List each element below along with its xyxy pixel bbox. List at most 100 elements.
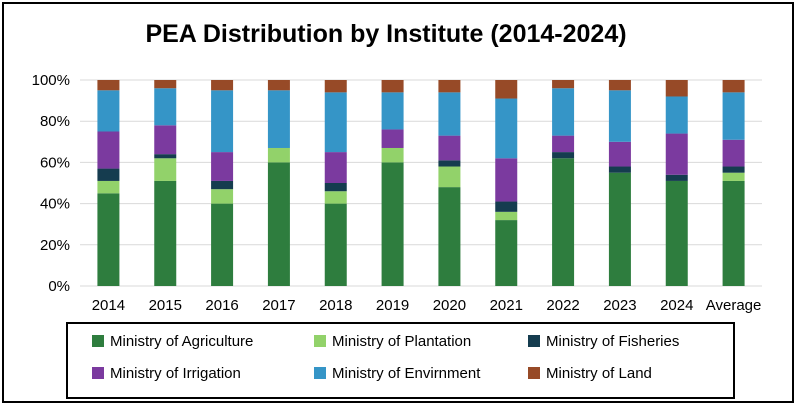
bars (97, 80, 745, 286)
x-tick-label: 2024 (660, 297, 693, 314)
bar-segment (495, 158, 518, 202)
x-tick-label: 2014 (92, 297, 125, 314)
bar-segment (438, 166, 461, 188)
bar-segment (324, 191, 347, 204)
bar-segment (438, 160, 461, 167)
bar-segment (97, 131, 120, 169)
bar-segment (665, 174, 688, 181)
gridlines (80, 79, 762, 287)
bar-segment (495, 220, 518, 286)
legend-label: Ministry of Plantation (332, 333, 471, 350)
x-tick-label: Average (706, 297, 762, 314)
bar-segment (97, 80, 120, 91)
bar-segment (211, 203, 234, 286)
bar-segment (722, 166, 745, 173)
bar-segment (381, 162, 404, 286)
bar-segment (552, 80, 575, 89)
bar-segment (438, 92, 461, 136)
x-tick-label: 2017 (262, 297, 295, 314)
bar-segment (324, 183, 347, 192)
legend-label: Ministry of Irrigation (110, 365, 241, 382)
bar-segment (665, 180, 688, 286)
bar-segment (665, 133, 688, 175)
x-axis-ticks: 2014 2015 2016 2017 2018 2019 2020 2021 2022 2023… (92, 297, 762, 314)
bar-segment (552, 158, 575, 286)
bar-segment (722, 172, 745, 181)
bar-segment (438, 135, 461, 161)
bar-segment (608, 172, 631, 286)
bar-segment (211, 152, 234, 181)
bar-segment (97, 180, 120, 194)
x-tick-label: 2018 (319, 297, 352, 314)
bar-segment (381, 129, 404, 148)
y-tick-label: 80% (40, 113, 70, 130)
bar-segment (97, 90, 120, 132)
bar-segment (665, 96, 688, 134)
bar-segment (324, 92, 347, 153)
bar-segment (381, 80, 404, 93)
bar-segment (154, 158, 177, 181)
bar-segment (267, 90, 290, 148)
bar-segment (211, 189, 234, 204)
y-tick-label: 0% (48, 278, 70, 295)
y-tick-label: 20% (40, 237, 70, 254)
y-tick-label: 100% (32, 72, 70, 89)
bar-segment (552, 152, 575, 159)
bar-segment (495, 98, 518, 159)
bar-segment (608, 90, 631, 142)
x-tick-label: 2022 (546, 297, 579, 314)
bar-segment (608, 141, 631, 167)
bar-segment (722, 80, 745, 93)
y-tick-label: 60% (40, 154, 70, 171)
chart-title: PEA Distribution by Institute (2014-2024… (145, 20, 626, 48)
legend-swatch (92, 335, 104, 347)
x-tick-label: 2015 (149, 297, 182, 314)
bar-segment (552, 135, 575, 153)
bar-segment (324, 152, 347, 183)
bar-segment (154, 88, 177, 126)
legend-swatch (528, 335, 540, 347)
legend-label: Ministry of Envirnment (332, 365, 481, 382)
legend-swatch (314, 335, 326, 347)
legend-label: Ministry of Fisheries (546, 333, 679, 350)
bar-segment (267, 162, 290, 286)
legend-label: Ministry of Agriculture (110, 333, 253, 350)
bar-segment (381, 92, 404, 130)
bar-segment (722, 92, 745, 140)
bar-segment (97, 168, 120, 181)
x-tick-label: 2021 (490, 297, 523, 314)
y-axis-ticks: 0% 20% 40% 60% 80% 100% (32, 72, 70, 295)
bar-segment (438, 80, 461, 93)
y-tick-label: 40% (40, 196, 70, 213)
legend-swatch (528, 367, 540, 379)
bar-segment (608, 166, 631, 173)
bar-segment (665, 80, 688, 97)
bar-segment (495, 211, 518, 221)
bar-segment (211, 180, 234, 190)
bar-segment (97, 193, 120, 286)
x-tick-label: 2019 (376, 297, 409, 314)
bar-segment (608, 80, 631, 91)
bar-segment (722, 180, 745, 286)
bar-segment (552, 88, 575, 136)
bar-segment (154, 125, 177, 155)
legend-swatch (314, 367, 326, 379)
bar-segment (495, 80, 518, 99)
bar-segment (154, 154, 177, 159)
bar-segment (211, 90, 234, 153)
bar-segment (154, 80, 177, 89)
bar-segment (495, 201, 518, 212)
x-tick-label: 2023 (603, 297, 636, 314)
bar-segment (381, 147, 404, 163)
bar-segment (722, 139, 745, 167)
bar-segment (154, 180, 177, 286)
legend-swatch (92, 367, 104, 379)
bar-segment (267, 80, 290, 91)
bar-segment (324, 80, 347, 93)
bar-segment (324, 203, 347, 286)
x-tick-label: 2020 (433, 297, 466, 314)
x-tick-label: 2016 (205, 297, 238, 314)
legend: Ministry of Agriculture Ministry of Plant… (92, 333, 679, 382)
legend-box (66, 322, 735, 399)
